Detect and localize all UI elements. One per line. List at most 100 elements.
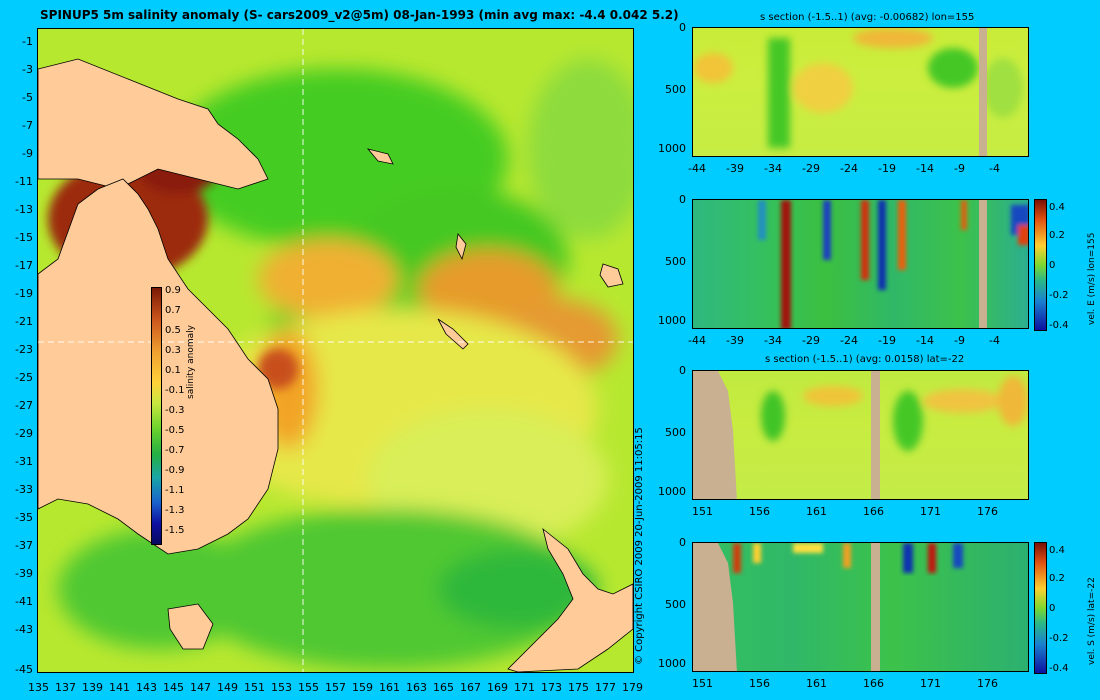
lat-label: -37 <box>15 539 33 552</box>
lon-label: 147 <box>190 681 211 694</box>
section-panel-salinity-lon <box>692 27 1029 157</box>
y-label: 0 <box>679 193 686 206</box>
lon-label: 139 <box>82 681 103 694</box>
x-label: 161 <box>806 505 827 518</box>
y-label: 1000 <box>658 485 686 498</box>
x-label: 151 <box>692 505 713 518</box>
cbar-tick: -0.3 <box>165 405 185 416</box>
lon-label: 159 <box>352 681 373 694</box>
cbar-tick: 0.7 <box>165 305 181 316</box>
x-label: -4 <box>989 162 1000 175</box>
lat-label: -41 <box>15 595 33 608</box>
panel2-side-label: vel. E (m/s) lon=155 <box>1087 232 1097 325</box>
cbar-tick: 0 <box>1049 603 1056 614</box>
land-new-guinea <box>38 58 269 190</box>
x-label: -34 <box>764 334 782 347</box>
x-label: -14 <box>916 334 934 347</box>
salinity-map: 0.9 0.7 0.5 0.3 0.1 -0.1 -0.3 -0.5 -0.7 … <box>37 28 634 673</box>
cbar-tick: 0.1 <box>165 365 181 376</box>
y-label: 0 <box>679 364 686 377</box>
lat-label: -39 <box>15 567 33 580</box>
map-colorbar <box>151 287 162 545</box>
cbar-tick: -1.5 <box>165 525 185 536</box>
x-label: 176 <box>977 677 998 690</box>
cbar-tick: -1.3 <box>165 505 185 516</box>
panel3-y-axis: 0 500 1000 <box>650 364 688 504</box>
land-tasmania <box>167 603 214 650</box>
x-label: -44 <box>688 334 706 347</box>
x-label: 176 <box>977 505 998 518</box>
cbar-tick: -0.5 <box>165 425 185 436</box>
x-label: -24 <box>840 162 858 175</box>
lon-label: 169 <box>487 681 508 694</box>
y-label: 0 <box>679 536 686 549</box>
lat-label: -19 <box>15 287 33 300</box>
lat-label: -27 <box>15 399 33 412</box>
x-label: -19 <box>878 334 896 347</box>
lat-label: -33 <box>15 483 33 496</box>
cbar-tick: 0.9 <box>165 285 181 296</box>
panel2-x-axis: -44 -39 -34 -29 -24 -19 -14 -9 -4 <box>688 334 1033 350</box>
x-label: 171 <box>920 505 941 518</box>
lat-label: -7 <box>22 119 33 132</box>
y-label: 1000 <box>658 142 686 155</box>
y-label: 500 <box>665 426 686 439</box>
lat-label: -25 <box>15 371 33 384</box>
lon-label: 157 <box>325 681 346 694</box>
copyright-label: © Copyright CSIRO 2009 20-Jun-2009 11:05… <box>634 427 645 665</box>
y-label: 500 <box>665 598 686 611</box>
map-title: SPINUP5 5m salinity anomaly (S- cars2009… <box>40 8 679 22</box>
x-label: 166 <box>863 677 884 690</box>
x-label: 166 <box>863 505 884 518</box>
lat-label: -3 <box>22 63 33 76</box>
lon-label: 161 <box>379 681 400 694</box>
lon-label: 143 <box>136 681 157 694</box>
lon-label: 151 <box>244 681 265 694</box>
x-label: -34 <box>764 162 782 175</box>
cbar-tick: -0.9 <box>165 465 185 476</box>
lon-label: 141 <box>109 681 130 694</box>
cbar-tick: -0.2 <box>1049 290 1069 301</box>
y-label: 0 <box>679 21 686 34</box>
x-label: -24 <box>840 334 858 347</box>
cbar-tick: 0.4 <box>1049 545 1065 556</box>
lon-label: 167 <box>460 681 481 694</box>
lon-label: 135 <box>28 681 49 694</box>
y-label: 500 <box>665 255 686 268</box>
x-label: -44 <box>688 162 706 175</box>
cbar-tick: 0.2 <box>1049 230 1065 241</box>
lat-label: -11 <box>15 175 33 188</box>
lat-label: -13 <box>15 203 33 216</box>
x-label: -9 <box>954 162 965 175</box>
section-panel-velE-lon <box>692 199 1029 329</box>
lat-label: -31 <box>15 455 33 468</box>
x-label: -14 <box>916 162 934 175</box>
cbar-tick: -0.4 <box>1049 320 1069 331</box>
y-label: 1000 <box>658 314 686 327</box>
panel1-title: s section (-1.5..1) (avg: -0.00682) lon=… <box>760 12 975 23</box>
panel2-y-axis: 0 500 1000 <box>650 193 688 333</box>
panel1-y-axis: 0 500 1000 <box>650 21 688 161</box>
x-label: -9 <box>954 334 965 347</box>
panel4-y-axis: 0 500 1000 <box>650 536 688 676</box>
y-label: 1000 <box>658 657 686 670</box>
cbar-tick: -0.4 <box>1049 663 1069 674</box>
lat-label: -45 <box>15 663 33 676</box>
cbar-tick: -1.1 <box>165 485 185 496</box>
lon-label: 153 <box>271 681 292 694</box>
colorbar-label: salinity anomaly <box>186 325 196 399</box>
panel1-x-axis: -44 -39 -34 -29 -24 -19 -14 -9 -4 <box>688 162 1033 178</box>
lon-label: 145 <box>163 681 184 694</box>
x-label: 156 <box>749 505 770 518</box>
lat-label: -1 <box>22 35 33 48</box>
cbar-tick: 0.2 <box>1049 573 1065 584</box>
lon-label: 173 <box>541 681 562 694</box>
lat-label: -15 <box>15 231 33 244</box>
cbar-tick: -0.2 <box>1049 633 1069 644</box>
lat-label: -43 <box>15 623 33 636</box>
panel2-colorbar-ticks: 0.4 0.2 0 -0.2 -0.4 <box>1049 196 1089 336</box>
x-label: 151 <box>692 677 713 690</box>
land-new-zealand <box>507 527 633 672</box>
section-panel-salinity-lat <box>692 370 1029 500</box>
x-label: -29 <box>802 334 820 347</box>
